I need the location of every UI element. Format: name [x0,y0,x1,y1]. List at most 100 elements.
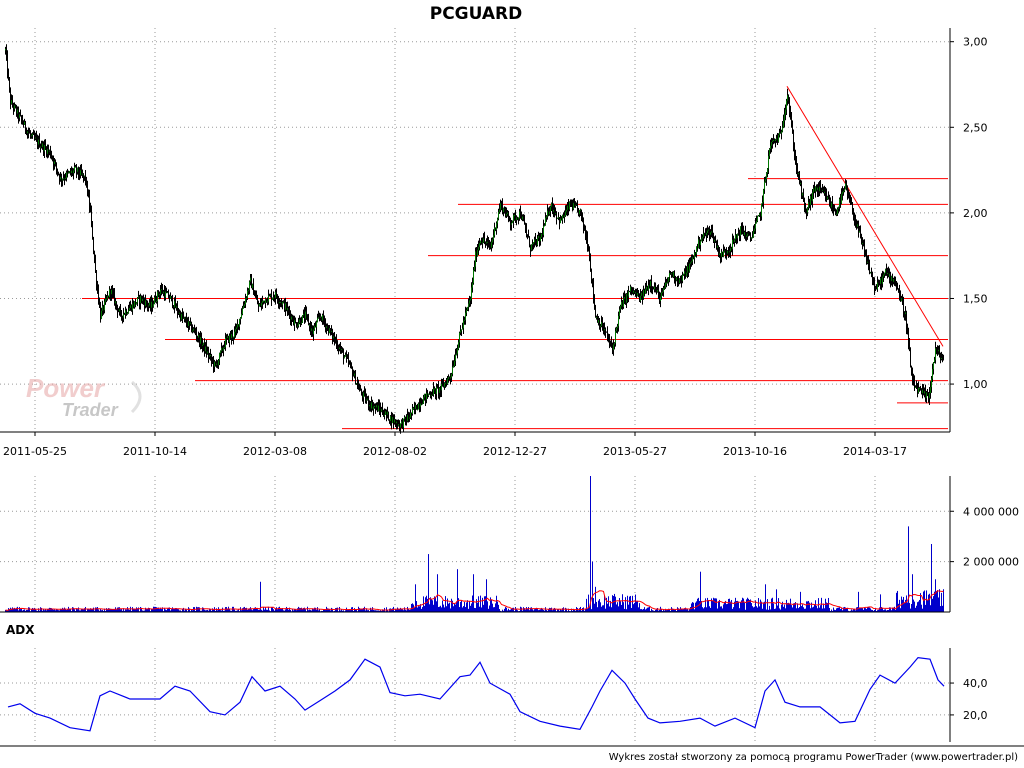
candle-body [370,405,371,409]
volume-bar [371,609,372,612]
candle-body [182,313,183,318]
candle-body [395,419,396,424]
candle-body [862,243,863,245]
candle-body [654,286,655,290]
candle-body [355,373,356,385]
volume-bar [734,601,735,612]
candle-body [493,235,494,240]
candle-body [679,278,680,284]
logo-line1: Power [26,373,106,403]
volume-bar [512,607,513,612]
volume-bar [104,608,105,612]
volume-bar [766,609,767,612]
candle-body [766,173,767,180]
volume-bar [812,607,813,612]
volume-bar [227,608,228,612]
volume-bar [746,599,747,612]
volume-bar [199,607,200,612]
volume-bar [790,598,791,612]
volume-bar [46,610,47,612]
candle-body [142,298,143,302]
candle-body [549,211,550,215]
candle-body [726,252,727,254]
candle-body [129,308,130,311]
candle-body [579,210,580,215]
volume-bar [49,607,50,612]
candle-body [31,135,32,137]
volume-bar [603,605,604,612]
candle-body [290,314,291,320]
candle-body [703,233,704,238]
volume-bar [148,607,149,612]
candle-body [324,320,325,323]
volume-bar [435,597,436,612]
candle-body [560,218,561,224]
candle-body [392,417,393,424]
volume-bar [140,606,141,612]
candle-body [546,216,547,218]
candle-body [423,397,424,404]
volume-bar [809,602,810,612]
candle-body [376,405,377,408]
candle-body [696,246,697,255]
volume-bar [124,610,125,612]
candle-body [854,217,855,222]
volume-bar [793,603,794,612]
candle-body [431,394,432,396]
candle-body [687,266,688,273]
candle-body [357,383,358,385]
volume-bar [547,610,548,612]
candle-body [576,204,577,206]
candle-body [747,233,748,236]
candle-body [479,243,480,248]
volume-bar [261,609,262,612]
candle-body [702,237,703,239]
candle-body [413,407,414,409]
candle-body [200,337,201,344]
candle-body [219,353,220,361]
candle-body [275,292,276,298]
candle-body [280,301,281,303]
volume-bar [420,604,421,612]
volume-bar [192,610,193,612]
candle-body [432,394,433,396]
candle-body [278,300,279,303]
volume-bar [875,607,876,612]
candle-body [208,351,209,357]
candle-body [54,161,55,164]
volume-bar [731,599,732,612]
volume-bar [870,608,871,612]
candle-body [685,271,686,277]
volume-bar [611,607,612,612]
candle-body [135,301,136,305]
candle-body [341,349,342,351]
candle-body [610,341,611,343]
candle-body [700,241,701,246]
candle-body [671,273,672,275]
candle-body [466,310,467,313]
volume-bar [716,598,717,612]
volume-bar [271,607,272,612]
candle-body [784,114,785,121]
volume-bar [535,608,536,612]
candle-body [662,291,663,293]
volume-bar [866,609,867,612]
volume-bar [376,610,377,612]
volume-bar [26,609,27,612]
candle-body [48,149,49,152]
candle-body [480,240,481,244]
candle-body [505,212,506,216]
volume-bar [651,608,652,612]
volume-bar [16,607,17,612]
candle-body [642,292,643,298]
candle-body [402,421,403,428]
volume-bar [345,610,346,612]
volume-bar [628,604,629,612]
candle-body [598,319,599,323]
candle-body [876,288,877,290]
candle-body [171,295,172,298]
volume-bar [869,607,870,612]
candle-body [686,272,687,277]
candle-body [909,343,910,351]
volume-bar [177,608,178,612]
